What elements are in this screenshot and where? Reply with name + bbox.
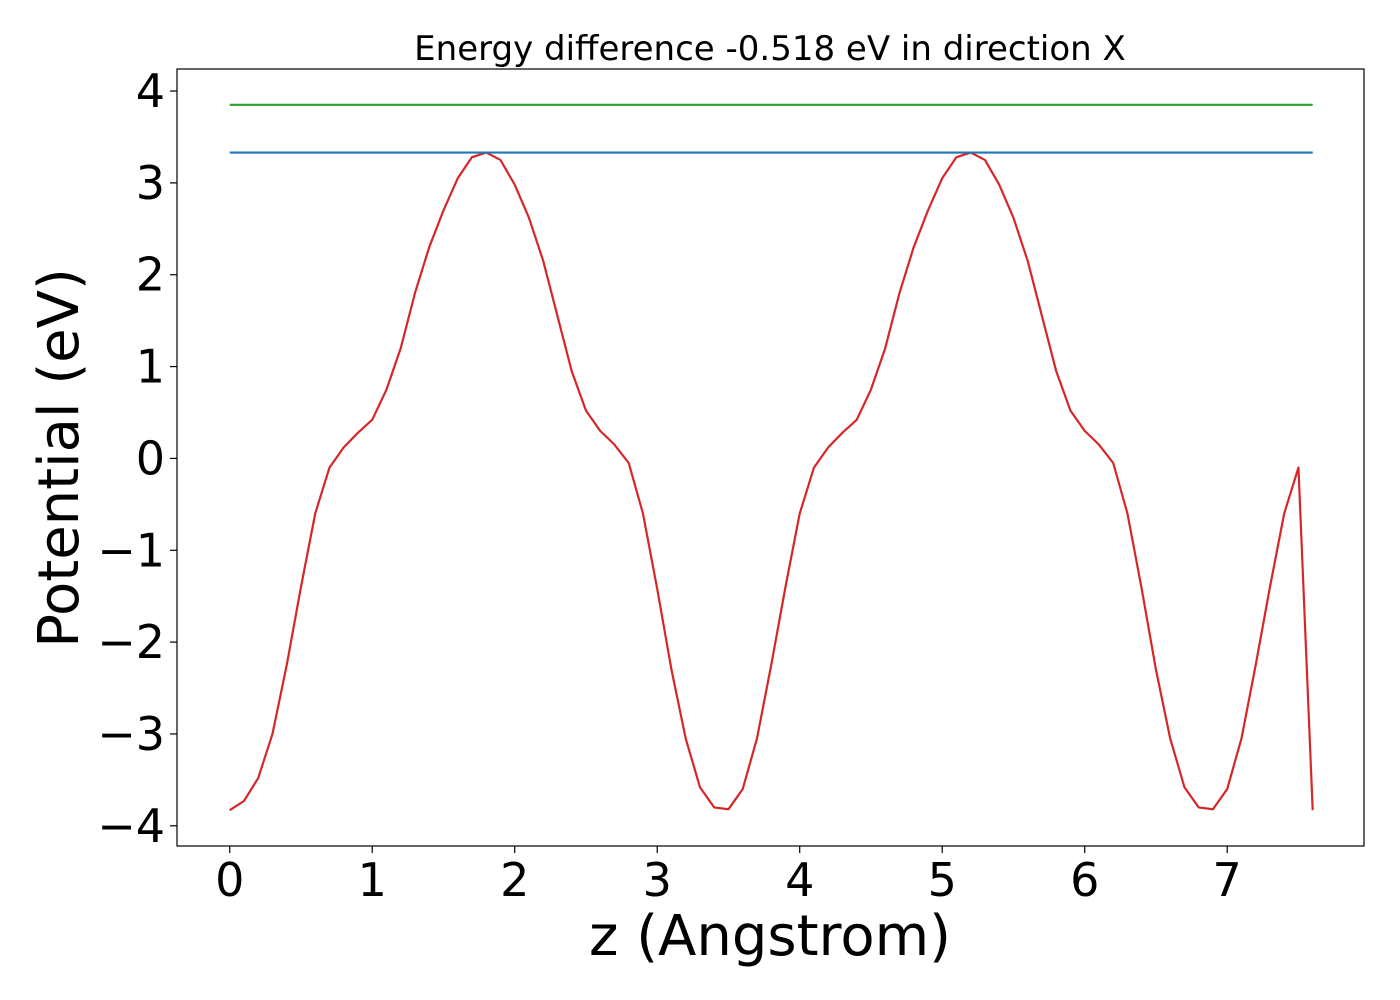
y-tick-label: −2 bbox=[97, 615, 165, 669]
series-line-0 bbox=[229, 151, 1314, 812]
y-tick-label: 0 bbox=[136, 431, 165, 485]
x-tick-label: 3 bbox=[643, 853, 672, 907]
y-tick-label: −1 bbox=[97, 523, 165, 577]
y-axis-label: Potential (eV) bbox=[27, 268, 92, 648]
x-tick-label: 0 bbox=[215, 853, 244, 907]
x-tick-label: 4 bbox=[785, 853, 814, 907]
series-layer bbox=[229, 103, 1314, 812]
plot-frame bbox=[176, 68, 1365, 847]
y-tick-label: 3 bbox=[136, 156, 165, 210]
x-tick-label: 2 bbox=[500, 853, 529, 907]
x-tick-label: 6 bbox=[1070, 853, 1099, 907]
x-axis-label: z (Angstrom) bbox=[589, 904, 951, 969]
y-axis-ticks: −4 −3 −2 −1 0 1 2 3 4 bbox=[97, 64, 177, 853]
y-tick-label: −3 bbox=[97, 707, 165, 761]
x-tick-label: 5 bbox=[928, 853, 957, 907]
plot-background bbox=[177, 69, 1364, 846]
chart-title: Energy difference -0.518 eV in direction… bbox=[414, 29, 1126, 69]
y-tick-label: 1 bbox=[136, 340, 165, 394]
y-tick-label: 2 bbox=[136, 248, 165, 302]
y-tick-label: 4 bbox=[136, 64, 165, 118]
x-axis-ticks: 0 1 2 3 4 5 6 7 bbox=[215, 846, 1242, 907]
y-tick-label: −4 bbox=[97, 799, 165, 853]
x-tick-label: 7 bbox=[1213, 853, 1242, 907]
x-tick-label: 1 bbox=[358, 853, 387, 907]
